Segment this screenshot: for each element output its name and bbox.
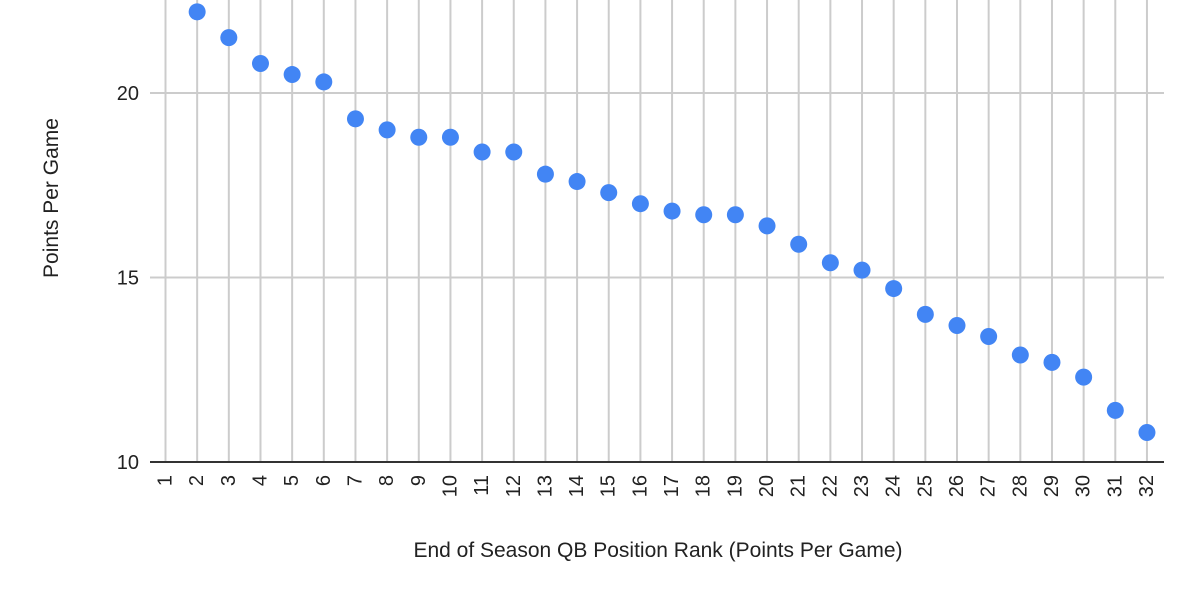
- x-tick-label: 15: [598, 475, 620, 497]
- x-tick-label: 10: [439, 475, 461, 497]
- x-tick-label: 17: [661, 475, 683, 497]
- x-tick-label: 3: [218, 475, 240, 486]
- data-point: [663, 202, 681, 220]
- x-tick-label: 18: [693, 475, 715, 497]
- x-tick-label: 8: [376, 475, 398, 486]
- data-point: [188, 3, 206, 21]
- x-tick-label: 4: [249, 475, 271, 486]
- x-tick-label: 19: [724, 475, 746, 497]
- horizontal-gridlines: [150, 92, 1164, 279]
- data-point: [1075, 368, 1093, 386]
- data-point: [1106, 401, 1124, 419]
- data-point: [283, 66, 301, 84]
- x-tick-label: 28: [1009, 475, 1031, 497]
- data-point: [505, 143, 523, 161]
- data-point: [410, 128, 428, 146]
- data-point: [1138, 423, 1156, 441]
- y-tick-label: 20: [117, 83, 139, 105]
- x-axis-title: End of Season QB Position Rank (Points P…: [413, 539, 902, 562]
- x-tick-label: 31: [1104, 475, 1126, 497]
- data-point: [790, 235, 808, 253]
- data-point: [980, 328, 998, 346]
- x-tick-label: 23: [851, 475, 873, 497]
- x-tick-label: 5: [281, 475, 303, 486]
- x-tick-label: 22: [819, 475, 841, 497]
- x-tick-label: 29: [1041, 475, 1063, 497]
- data-point: [695, 206, 713, 224]
- data-point: [758, 217, 776, 235]
- x-tick-label: 1: [155, 475, 177, 486]
- data-point: [631, 195, 649, 213]
- x-tick-label: 11: [471, 475, 493, 496]
- data-point: [853, 261, 871, 279]
- x-tick-label: 6: [313, 475, 335, 486]
- data-point: [220, 29, 238, 47]
- data-point: [948, 316, 966, 334]
- x-tick-label: 16: [629, 475, 651, 497]
- data-point: [315, 73, 333, 91]
- x-tick-label: 25: [914, 475, 936, 497]
- data-point: [916, 305, 934, 323]
- x-tick-label: 26: [946, 475, 968, 497]
- x-tick-label: 30: [1073, 475, 1095, 497]
- x-tick-label: 12: [503, 475, 525, 497]
- y-axis-tick-labels: 10 15 20: [117, 83, 139, 474]
- data-point: [441, 128, 459, 146]
- x-tick-label: 24: [883, 475, 905, 497]
- data-point: [1011, 346, 1029, 364]
- x-tick-label: 27: [978, 475, 1000, 497]
- x-tick-label: 21: [788, 475, 810, 497]
- data-point: [346, 110, 364, 128]
- y-axis-title: Points Per Game: [40, 118, 63, 278]
- x-tick-label: 14: [566, 475, 588, 497]
- data-point: [600, 184, 618, 202]
- data-point: [536, 165, 554, 183]
- x-tick-label: 2: [186, 475, 208, 486]
- data-point: [473, 143, 491, 161]
- data-point: [251, 54, 269, 72]
- x-tick-label: 32: [1136, 475, 1158, 497]
- y-tick-label: 15: [117, 268, 139, 290]
- x-tick-label: 7: [344, 475, 366, 486]
- data-point: [885, 280, 903, 298]
- data-point: [378, 121, 396, 139]
- vertical-gridlines: [164, 0, 1148, 462]
- x-tick-label: 9: [408, 475, 430, 486]
- data-point: [821, 254, 839, 272]
- data-point: [726, 206, 744, 224]
- x-tick-label: 20: [756, 475, 778, 497]
- data-point: [1043, 353, 1061, 371]
- x-tick-label: 13: [534, 475, 556, 497]
- y-tick-label: 10: [117, 452, 139, 474]
- data-points: [188, 3, 1156, 441]
- data-point: [568, 173, 586, 191]
- x-axis-tick-labels: 1 2 3 4 5 6 7 8 9 10 11 12 13 14 15 16 17 18 19 20 21 22 23 24 2…: [155, 475, 1158, 497]
